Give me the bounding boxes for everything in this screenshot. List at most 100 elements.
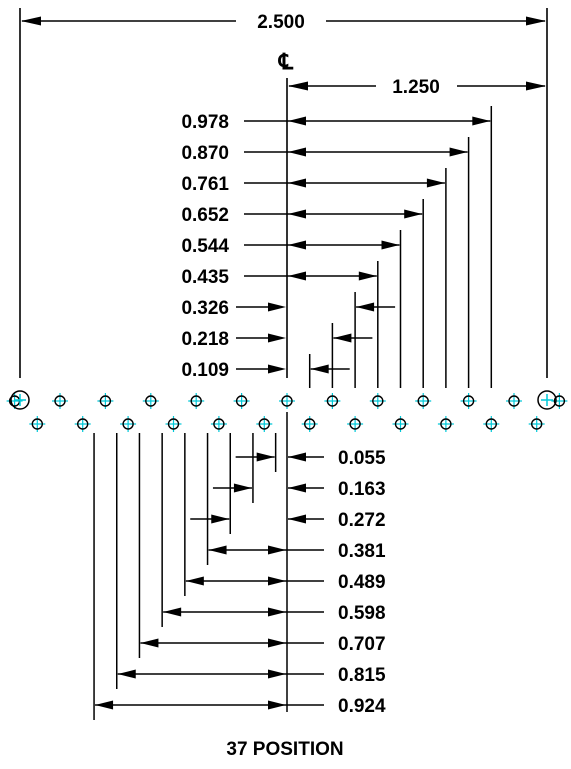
dimension-label: 0.761: [181, 174, 229, 195]
arrow: [268, 607, 286, 617]
pin: [324, 393, 341, 409]
pin: [142, 393, 159, 409]
dimension-label: 0.435: [181, 267, 229, 288]
upper-row-dimensions: 0.109 0.218 0.326 0.435 0.544 0.652 0.761 0.870…: [181, 106, 493, 388]
upper-pin-row: [6, 393, 568, 409]
half-dim-arrow-left: [288, 81, 308, 91]
arrow: [356, 302, 375, 312]
arrow: [472, 116, 491, 126]
pin: [551, 393, 568, 409]
half-dimension-label: 1.250: [392, 77, 440, 98]
dimension-label: 0.326: [181, 298, 229, 319]
pin: [165, 416, 182, 432]
arrow: [268, 333, 286, 343]
pin: [392, 416, 409, 432]
dimension-label: 0.815: [338, 665, 386, 686]
pin: [188, 393, 205, 409]
dimension-0.978: 0.978: [181, 106, 493, 388]
pin: [279, 393, 295, 409]
dimension-0.055: 0.055: [235, 433, 386, 472]
dimension-label: 0.707: [338, 634, 386, 655]
pin: [29, 416, 46, 432]
dimension-0.598: 0.598: [161, 433, 386, 627]
arrow: [268, 364, 286, 374]
dimension-0.815: 0.815: [116, 433, 386, 689]
arrow: [333, 333, 352, 343]
arrow: [288, 452, 306, 462]
pin: [233, 393, 250, 409]
pin: [528, 416, 545, 432]
dimension-label: 0.544: [181, 236, 229, 257]
arrow: [288, 116, 306, 126]
arrow: [288, 514, 306, 524]
half-dim-arrow-right: [526, 81, 546, 91]
arrow: [310, 364, 329, 374]
dimension-0.381: 0.381: [206, 433, 386, 565]
dimension-label: 0.924: [338, 696, 386, 717]
arrow: [268, 302, 286, 312]
dimension-0.761: 0.761: [181, 168, 447, 388]
half-dimension: [286, 78, 545, 378]
pin: [301, 416, 318, 432]
pin: [483, 416, 500, 432]
arrow: [288, 147, 306, 157]
dimension-label: 0.652: [181, 205, 229, 226]
arrow: [185, 576, 204, 586]
arrow: [268, 669, 286, 679]
pin: [460, 393, 477, 409]
arrow: [404, 209, 423, 219]
dimension-label: 0.055: [338, 448, 386, 469]
arrow: [288, 240, 306, 250]
dimension-0.272: 0.272: [190, 433, 386, 534]
arrow: [256, 452, 275, 462]
dimension-label: 0.489: [338, 572, 386, 593]
arrow: [140, 638, 159, 648]
dimension-0.489: 0.489: [184, 433, 386, 596]
arrow: [288, 271, 306, 281]
arrow: [95, 700, 114, 710]
dimension-0.109: 0.109: [181, 354, 350, 388]
arrow: [358, 271, 377, 281]
pin: [437, 416, 454, 432]
dimension-label: 0.381: [338, 541, 386, 562]
pin: [347, 416, 364, 432]
pin: [256, 416, 273, 432]
pin: [415, 393, 432, 409]
mounting-hole-left: [10, 390, 30, 410]
pin: [74, 416, 91, 432]
arrow: [268, 700, 286, 710]
lower-pin-row: [29, 416, 545, 432]
dimension-label: 0.109: [181, 360, 229, 381]
arrow: [268, 545, 286, 555]
overall-dimension: [19, 8, 548, 378]
arrow: [233, 483, 252, 493]
pin: [97, 393, 114, 409]
dimension-0.163: 0.163: [212, 433, 386, 503]
pin: [210, 416, 227, 432]
dimension-0.652: 0.652: [181, 199, 424, 388]
dimension-label: 0.272: [338, 510, 386, 531]
dimension-0.924: 0.924: [93, 433, 386, 720]
lower-row-dimensions: 0.055 0.163 0.272 0.381 0.489 0.598 0.707 0.815…: [93, 412, 386, 720]
pin: [52, 393, 68, 409]
overall-dim-arrow-right: [526, 16, 546, 26]
centerline-symbol: ℄: [278, 49, 294, 74]
arrow: [288, 483, 306, 493]
arrow: [117, 669, 136, 679]
overall-dim-arrow-left: [21, 16, 41, 26]
arrow: [208, 545, 227, 555]
pin: [369, 393, 386, 409]
arrow: [449, 147, 468, 157]
mounting-hole-right: [537, 390, 557, 410]
arrow: [211, 514, 230, 524]
arrow: [426, 178, 445, 188]
pin: [506, 393, 522, 409]
arrow: [268, 638, 286, 648]
dimension-label: 0.598: [338, 603, 386, 624]
dimension-0.435: 0.435: [181, 261, 379, 388]
dimension-label: 0.218: [181, 329, 229, 350]
arrow: [268, 576, 286, 586]
dimension-label: 0.978: [181, 112, 229, 133]
dimension-label: 0.870: [181, 143, 229, 164]
